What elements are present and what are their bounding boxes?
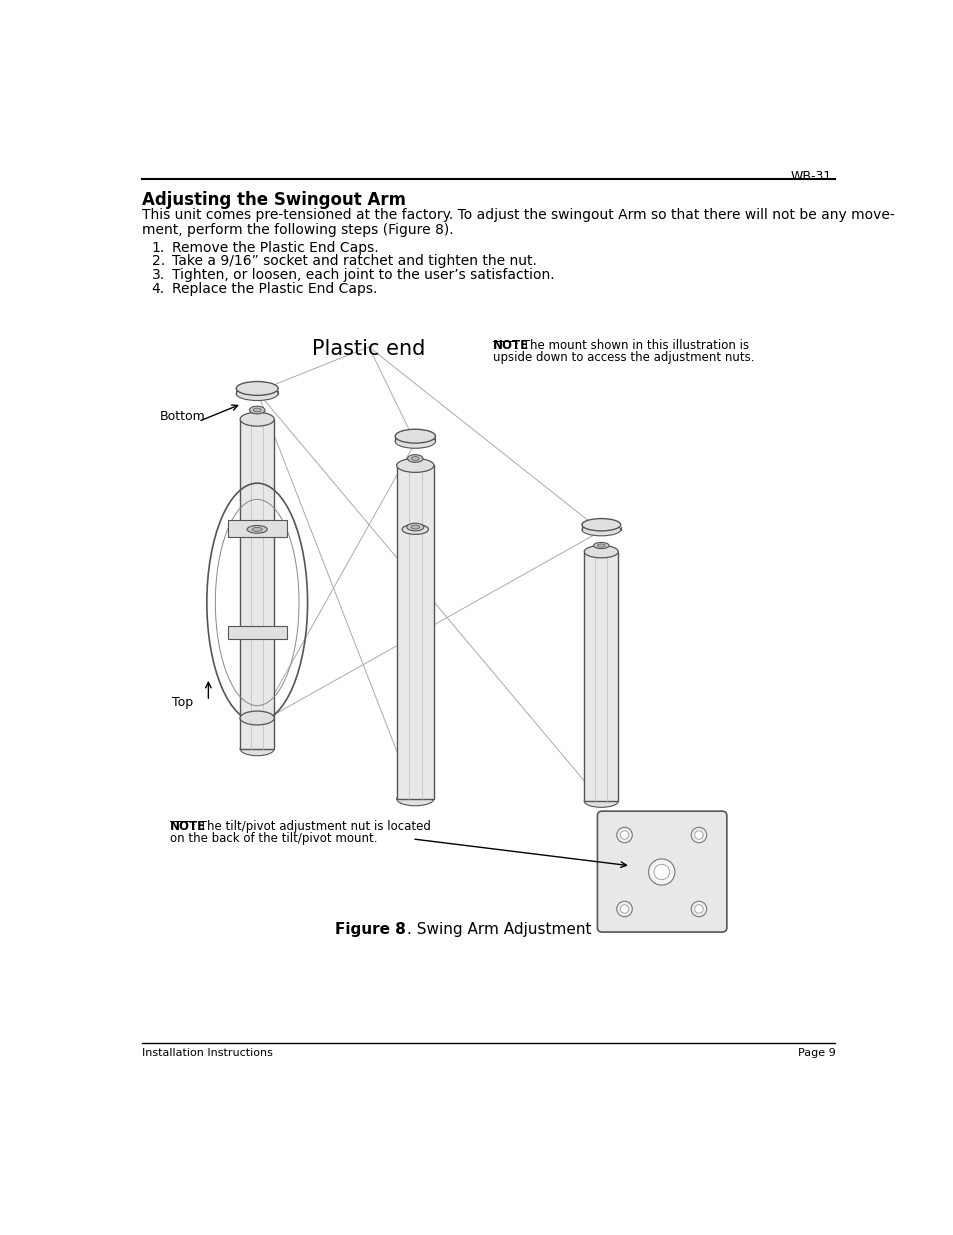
Text: : The mount shown in this illustration is: : The mount shown in this illustration i… <box>515 340 749 352</box>
Text: Replace the Plastic End Caps.: Replace the Plastic End Caps. <box>172 282 377 296</box>
Ellipse shape <box>593 542 608 548</box>
Ellipse shape <box>395 435 435 448</box>
Ellipse shape <box>583 795 618 808</box>
Ellipse shape <box>597 543 604 547</box>
Ellipse shape <box>247 526 267 534</box>
Ellipse shape <box>236 382 278 395</box>
Ellipse shape <box>619 905 628 913</box>
Ellipse shape <box>581 519 620 531</box>
Ellipse shape <box>617 827 632 842</box>
Text: Page 9: Page 9 <box>797 1047 835 1057</box>
Text: 2.: 2. <box>152 254 165 268</box>
FancyBboxPatch shape <box>597 811 726 932</box>
Ellipse shape <box>252 527 262 531</box>
Text: 4.: 4. <box>152 282 165 296</box>
Bar <box>240 718 274 748</box>
Ellipse shape <box>395 430 435 443</box>
Text: NOTE: NOTE <box>170 820 206 832</box>
Text: Take a 9/16” socket and ratchet and tighten the nut.: Take a 9/16” socket and ratchet and tigh… <box>172 254 537 268</box>
Text: on the back of the tilt/pivot mount.: on the back of the tilt/pivot mount. <box>170 832 376 845</box>
Text: This unit comes pre-tensioned at the factory. To adjust the swingout Arm so that: This unit comes pre-tensioned at the fac… <box>142 209 894 222</box>
Text: : The tilt/pivot adjustment nut is located: : The tilt/pivot adjustment nut is locat… <box>192 820 431 832</box>
Text: 3.: 3. <box>152 268 165 283</box>
Ellipse shape <box>240 711 274 725</box>
Text: upside down to access the adjustment nuts.: upside down to access the adjustment nut… <box>493 351 754 364</box>
Ellipse shape <box>407 454 422 462</box>
Ellipse shape <box>396 458 434 472</box>
Ellipse shape <box>240 711 274 725</box>
Text: . Swing Arm Adjustment: . Swing Arm Adjustment <box>406 923 591 937</box>
Ellipse shape <box>648 858 674 885</box>
Text: Plastic end: Plastic end <box>312 340 425 359</box>
Text: Bottom: Bottom <box>159 410 205 422</box>
Ellipse shape <box>691 902 706 916</box>
Ellipse shape <box>406 524 423 531</box>
Bar <box>240 419 274 718</box>
Text: 1.: 1. <box>152 241 165 254</box>
FancyBboxPatch shape <box>228 626 286 640</box>
Ellipse shape <box>619 831 628 840</box>
Text: Figure 8: Figure 8 <box>335 923 406 937</box>
FancyBboxPatch shape <box>228 520 286 537</box>
Text: ment, perform the following steps (Figure 8).: ment, perform the following steps (Figur… <box>142 222 454 237</box>
Text: WB-31: WB-31 <box>790 169 831 183</box>
Ellipse shape <box>402 525 428 535</box>
Ellipse shape <box>583 546 618 558</box>
Ellipse shape <box>694 831 702 840</box>
Ellipse shape <box>396 792 434 805</box>
Ellipse shape <box>617 902 632 916</box>
Ellipse shape <box>691 827 706 842</box>
Ellipse shape <box>249 406 265 414</box>
Text: NOTE: NOTE <box>493 340 528 352</box>
Ellipse shape <box>694 905 702 913</box>
Text: Tighten, or loosen, each joint to the user’s satisfaction.: Tighten, or loosen, each joint to the us… <box>172 268 554 283</box>
Ellipse shape <box>253 408 261 412</box>
Bar <box>396 466 434 799</box>
Ellipse shape <box>411 457 418 461</box>
Ellipse shape <box>240 412 274 426</box>
Text: Installation Instructions: Installation Instructions <box>142 1047 274 1057</box>
Ellipse shape <box>236 387 278 400</box>
Ellipse shape <box>654 864 669 879</box>
Text: Top: Top <box>172 697 193 709</box>
Ellipse shape <box>411 525 419 529</box>
Ellipse shape <box>581 524 620 536</box>
Text: Adjusting the Swingout Arm: Adjusting the Swingout Arm <box>142 190 406 209</box>
Ellipse shape <box>240 742 274 756</box>
Text: Remove the Plastic End Caps.: Remove the Plastic End Caps. <box>172 241 378 254</box>
Bar <box>583 552 618 802</box>
